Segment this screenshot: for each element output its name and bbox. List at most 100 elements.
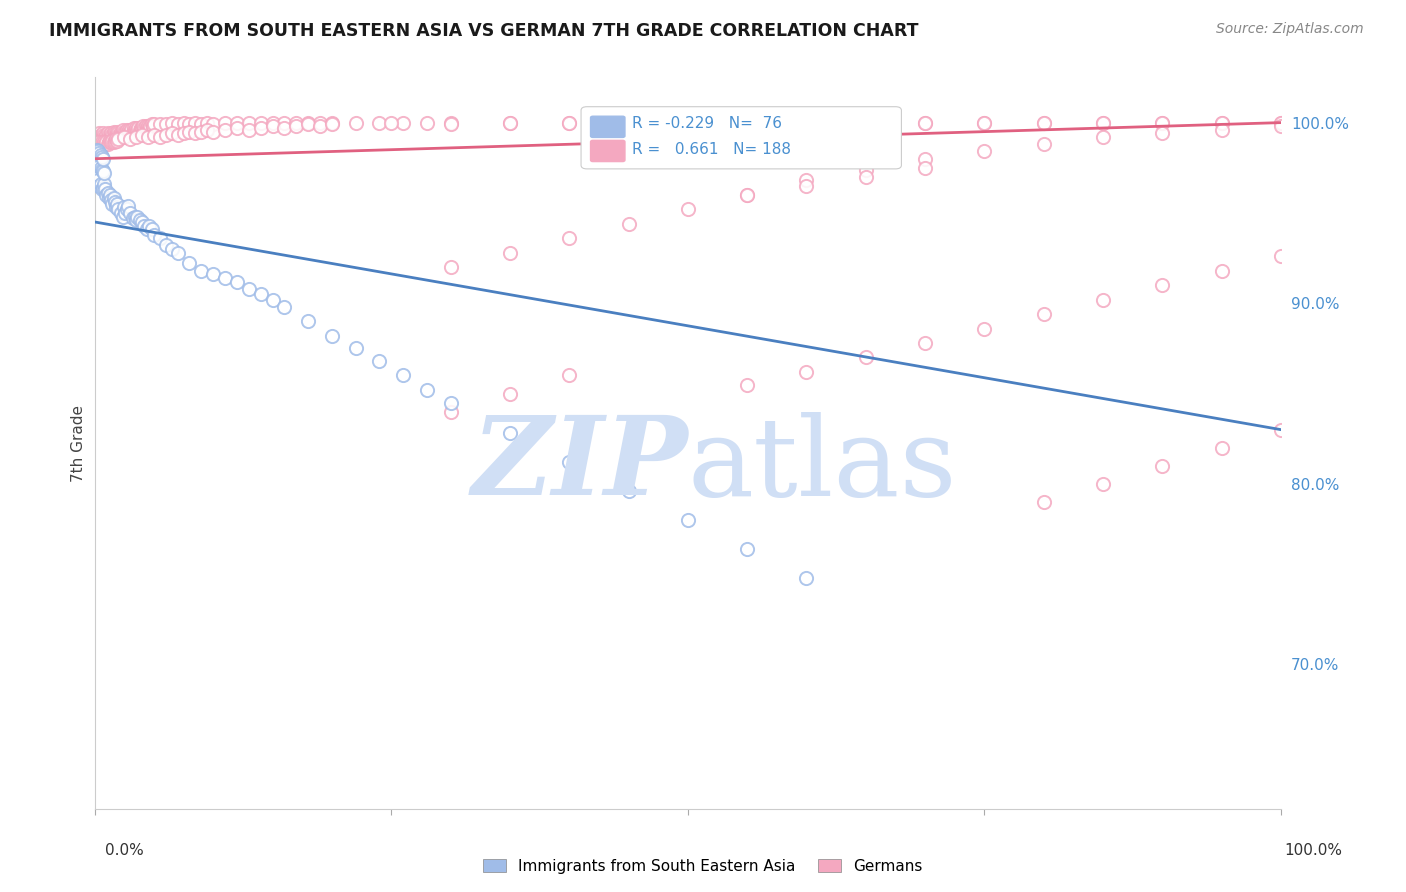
Point xyxy=(120,206,142,220)
Legend: Immigrants from South Eastern Asia, Germans: Immigrants from South Eastern Asia, Germ… xyxy=(477,853,929,880)
Point xyxy=(676,513,699,527)
Point xyxy=(202,125,225,139)
Point xyxy=(321,117,343,131)
Point xyxy=(166,245,188,260)
Point xyxy=(439,404,461,418)
Point xyxy=(416,383,439,397)
Point xyxy=(855,351,877,365)
Point xyxy=(173,127,195,141)
Point xyxy=(439,115,461,129)
Point xyxy=(87,137,110,152)
Point xyxy=(89,177,111,191)
Text: Source: ZipAtlas.com: Source: ZipAtlas.com xyxy=(1216,22,1364,37)
Point xyxy=(112,125,135,139)
Point xyxy=(87,173,110,187)
FancyBboxPatch shape xyxy=(581,107,901,169)
Point xyxy=(96,187,118,202)
Point xyxy=(155,238,177,252)
Point xyxy=(91,127,114,141)
Point xyxy=(1092,476,1115,491)
Point xyxy=(122,121,145,136)
Point xyxy=(368,354,391,368)
Point xyxy=(1032,137,1054,152)
Point xyxy=(105,134,128,148)
Point xyxy=(136,119,159,133)
Point xyxy=(101,197,124,211)
Point xyxy=(558,368,581,383)
Point xyxy=(127,210,149,224)
Point xyxy=(112,123,135,137)
Point xyxy=(131,215,153,229)
Point xyxy=(93,128,115,143)
Point xyxy=(90,130,112,145)
Point xyxy=(89,146,111,161)
Point xyxy=(118,123,141,137)
Point xyxy=(202,117,225,131)
Point xyxy=(297,314,319,328)
Point xyxy=(101,134,124,148)
Point xyxy=(166,128,188,143)
Point xyxy=(214,123,236,137)
Point xyxy=(98,134,121,148)
Point xyxy=(1211,263,1233,277)
Point xyxy=(262,115,284,129)
Point xyxy=(110,206,132,220)
Point xyxy=(1152,278,1174,293)
Y-axis label: 7th Grade: 7th Grade xyxy=(72,405,86,482)
Point xyxy=(676,202,699,217)
Point xyxy=(104,195,127,210)
Point xyxy=(117,125,139,139)
Point xyxy=(1211,115,1233,129)
Point xyxy=(368,115,391,129)
Point xyxy=(101,128,124,143)
Point xyxy=(179,125,201,139)
Point xyxy=(1032,115,1054,129)
Point xyxy=(1032,495,1054,509)
Point xyxy=(1032,115,1054,129)
Point xyxy=(1092,130,1115,145)
Point xyxy=(125,213,148,227)
Point xyxy=(86,128,108,143)
Point xyxy=(735,187,758,202)
Point xyxy=(100,136,122,150)
Point xyxy=(141,222,163,236)
Point xyxy=(676,115,699,129)
Point xyxy=(226,275,249,289)
Point xyxy=(105,125,128,139)
Point xyxy=(103,125,125,139)
Point xyxy=(90,136,112,150)
Point xyxy=(1211,441,1233,455)
Point xyxy=(226,121,249,136)
Point xyxy=(914,115,936,129)
Point xyxy=(796,115,818,129)
Point xyxy=(86,169,108,184)
Point xyxy=(84,137,107,152)
Point xyxy=(125,130,148,145)
Point xyxy=(129,121,152,136)
Point xyxy=(86,155,108,169)
Point xyxy=(735,187,758,202)
Point xyxy=(110,125,132,139)
Point xyxy=(91,152,114,166)
Point xyxy=(93,166,115,180)
Point xyxy=(94,182,117,196)
Point xyxy=(107,127,129,141)
Text: 100.0%: 100.0% xyxy=(1285,843,1343,858)
Point xyxy=(273,300,295,314)
Point xyxy=(89,148,111,162)
Point xyxy=(94,130,117,145)
Point xyxy=(380,115,402,129)
Point xyxy=(195,115,218,129)
Point xyxy=(617,484,640,499)
Point xyxy=(1152,127,1174,141)
Point xyxy=(94,137,117,152)
Point xyxy=(112,201,135,215)
Point xyxy=(104,127,127,141)
Point xyxy=(1270,249,1292,263)
Point xyxy=(226,115,249,129)
Point xyxy=(179,256,201,270)
Point xyxy=(1211,115,1233,129)
Point xyxy=(131,121,153,136)
Point xyxy=(120,123,142,137)
Point xyxy=(97,191,120,205)
